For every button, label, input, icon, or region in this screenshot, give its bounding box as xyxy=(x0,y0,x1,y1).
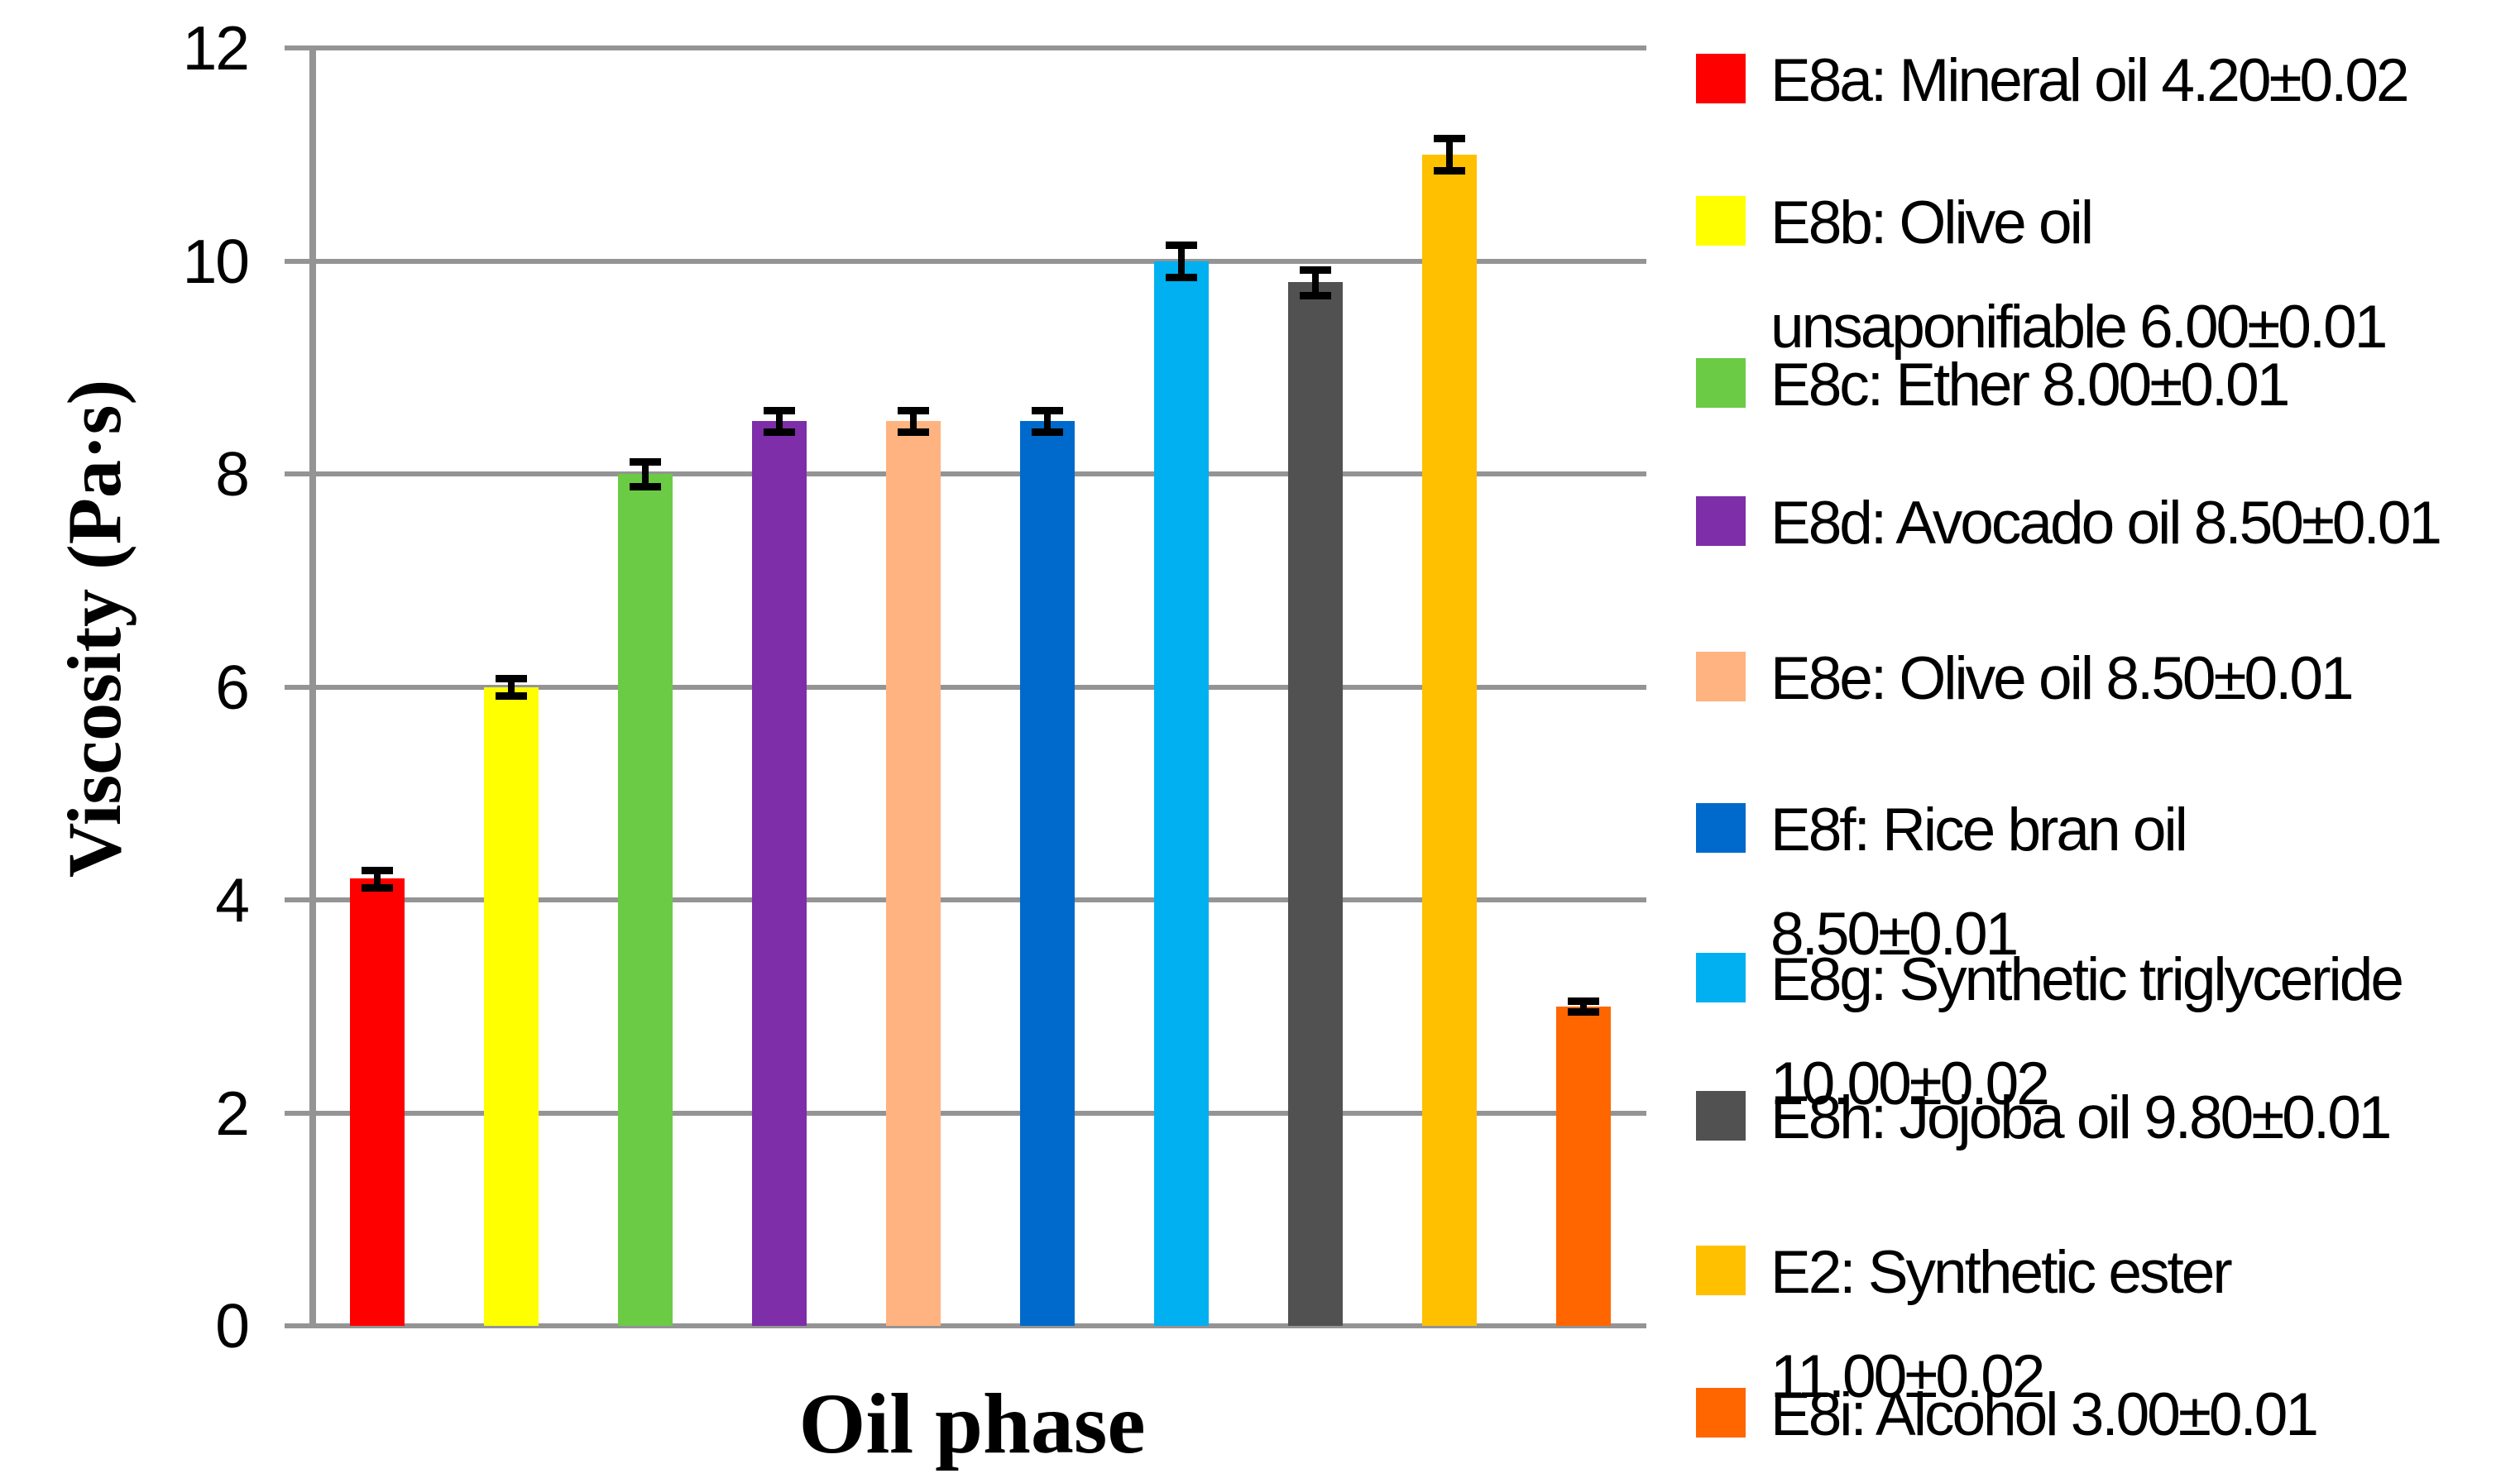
legend-label-E8a-line1: E8a: Mineral oil 4.20±0.02 xyxy=(1770,47,2410,114)
error-bar-cap-bottom xyxy=(1568,1008,1599,1017)
gridline-y6 xyxy=(309,684,1646,690)
legend-label-E8f-line1: E8f: Rice bran oil xyxy=(1770,797,2188,863)
bar-E8h xyxy=(1288,282,1343,1326)
error-bar-E8f xyxy=(1044,409,1051,432)
error-bar-cap-top xyxy=(1032,406,1063,414)
legend-swatch-E8b xyxy=(1696,196,1746,246)
error-bar-cap-bottom xyxy=(764,428,795,436)
legend-label-E2-line1: E2: Synthetic ester xyxy=(1770,1239,2233,1306)
y-tick-label: 4 xyxy=(215,865,250,935)
error-bar-E2 xyxy=(1446,138,1453,171)
gridline-y4 xyxy=(309,897,1646,902)
y-axis-tick xyxy=(285,1110,313,1116)
y-tick-label: 12 xyxy=(182,13,250,83)
error-bar-cap-top xyxy=(496,675,527,683)
error-bar-cap-top xyxy=(764,406,795,414)
legend-label-E8g-line1: E8g: Synthetic triglyceride xyxy=(1770,946,2404,1013)
y-tick-label: 8 xyxy=(215,439,250,509)
error-bar-cap-top xyxy=(1300,266,1331,274)
bar-E8d xyxy=(752,420,807,1326)
error-bar-cap-top xyxy=(898,406,929,414)
error-bar-cap-top xyxy=(1166,242,1197,250)
y-axis-title: Viscosity (Pa·s) xyxy=(52,379,137,878)
legend-swatch-E8c xyxy=(1696,358,1746,408)
gridline-y10 xyxy=(309,258,1646,264)
error-bar-cap-top xyxy=(362,866,393,874)
legend-label-E8b-line1: E8b: Olive oil xyxy=(1770,189,2094,256)
legend-label-E8d-line1: E8d: Avocado oil 8.50±0.01 xyxy=(1770,490,2442,557)
bar-E8c xyxy=(618,474,673,1326)
error-bar-E8g xyxy=(1178,245,1185,277)
bar-E2 xyxy=(1422,154,1477,1326)
legend-swatch-E8a xyxy=(1696,54,1746,103)
error-bar-cap-bottom xyxy=(630,483,661,491)
y-axis-tick xyxy=(285,258,313,264)
error-bar-E8i xyxy=(1580,1001,1587,1012)
error-bar-cap-bottom xyxy=(1300,291,1331,299)
legend-swatch-E2 xyxy=(1696,1246,1746,1295)
legend-swatch-E8h xyxy=(1696,1091,1746,1141)
gridline-y8 xyxy=(309,471,1646,476)
y-tick-label: 10 xyxy=(182,226,250,296)
y-axis-tick xyxy=(285,45,313,50)
error-bar-cap-bottom xyxy=(898,428,929,436)
legend-label-E8f-line2: 8.50±0.01 xyxy=(1770,901,2019,968)
legend-label-E8e-line1: E8e: Olive oil 8.50±0.01 xyxy=(1770,645,2355,712)
legend-label-E8i-line1: E8i: Alcohol 3.00±0.01 xyxy=(1770,1381,2319,1448)
y-axis-tick xyxy=(285,1323,313,1328)
legend-swatch-E8g xyxy=(1696,953,1746,1002)
legend-label-E8h-line1: E8h: Jojoba oil 9.80±0.01 xyxy=(1770,1084,2392,1151)
legend-label-E8c-line1: E8c: Ether 8.00±0.01 xyxy=(1770,352,2290,419)
bar-E8i xyxy=(1556,1006,1611,1326)
legend-swatch-E8d xyxy=(1696,496,1746,546)
error-bar-cap-top xyxy=(1568,997,1599,1006)
error-bar-E8a xyxy=(374,869,381,887)
bar-E8b xyxy=(484,686,539,1326)
error-bar-cap-top xyxy=(630,457,661,466)
bar-E8e xyxy=(886,420,941,1326)
gridline-y0 xyxy=(309,1323,1646,1328)
bar-E8f xyxy=(1020,420,1075,1326)
y-axis-tick xyxy=(285,897,313,902)
y-axis-tick xyxy=(285,684,313,690)
bar-E8g xyxy=(1154,261,1209,1326)
y-axis-tick xyxy=(285,471,313,476)
error-bar-E8b xyxy=(508,678,515,696)
error-bar-cap-bottom xyxy=(496,691,527,700)
y-tick-label: 6 xyxy=(215,652,250,722)
legend-swatch-E8i xyxy=(1696,1388,1746,1438)
legend-label-E8b-line2: unsaponifiable 6.00±0.01 xyxy=(1770,294,2388,361)
error-bar-E8e xyxy=(910,409,917,432)
y-tick-label: 0 xyxy=(215,1291,250,1361)
y-tick-label: 2 xyxy=(215,1078,250,1148)
error-bar-cap-bottom xyxy=(1434,167,1465,175)
x-axis-title: Oil phase xyxy=(798,1376,1146,1471)
gridline-y2 xyxy=(309,1110,1646,1116)
error-bar-E8h xyxy=(1312,269,1319,295)
error-bar-E8c xyxy=(642,461,649,487)
gridline-y12 xyxy=(309,45,1646,50)
error-bar-cap-bottom xyxy=(362,883,393,892)
bar-E8a xyxy=(350,878,405,1326)
error-bar-E8d xyxy=(776,409,783,432)
error-bar-cap-bottom xyxy=(1166,273,1197,281)
error-bar-cap-bottom xyxy=(1032,428,1063,436)
y-axis-line xyxy=(309,45,316,1328)
legend-swatch-E8f xyxy=(1696,803,1746,853)
legend-swatch-E8e xyxy=(1696,652,1746,701)
error-bar-cap-top xyxy=(1434,135,1465,143)
legend-label-E8g-line2: 10.00±0.02 xyxy=(1770,1050,2050,1117)
legend-label-E2-line2: 11.00±0.02 xyxy=(1770,1343,2045,1410)
